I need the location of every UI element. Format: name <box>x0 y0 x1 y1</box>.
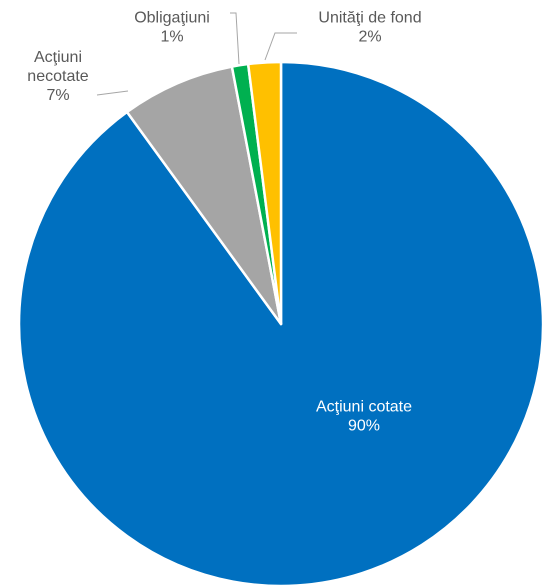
data-label-actiuni-necotate: Acţiuni necotate 7% <box>27 49 88 104</box>
data-label-category: Acţiuni <box>34 49 82 66</box>
leader-line-obligatiuni <box>230 12 240 65</box>
data-label-unitati-de-fond: Unităţi de fond 2% <box>318 10 421 46</box>
pie-slice-unitati-de-fond <box>246 60 283 326</box>
pie-slices <box>17 60 542 585</box>
pie-slice-actiuni-necotate <box>125 65 283 326</box>
data-label-value: 7% <box>46 87 69 104</box>
data-label-actiuni-cotate: Acţiuni cotate 90% <box>316 399 412 435</box>
data-label-category: Unităţi de fond <box>318 10 421 27</box>
data-label-obligatiuni: Obligaţiuni 1% <box>134 10 210 46</box>
data-label-category: Acţiuni cotate <box>316 399 412 416</box>
leader-lines <box>96 12 297 96</box>
data-label-value: 2% <box>358 29 381 46</box>
data-label-value: 1% <box>160 29 183 46</box>
data-label-category: necotate <box>27 68 88 85</box>
data-label-value: 90% <box>348 418 380 435</box>
leader-line-unitati-de-fond <box>264 32 297 61</box>
data-labels: Acţiuni cotate 90% Acţiuni necotate 7% Obliga… <box>27 10 421 435</box>
leader-line-actiuni-necotate <box>96 90 129 96</box>
data-label-category: Obligaţiuni <box>134 10 210 27</box>
